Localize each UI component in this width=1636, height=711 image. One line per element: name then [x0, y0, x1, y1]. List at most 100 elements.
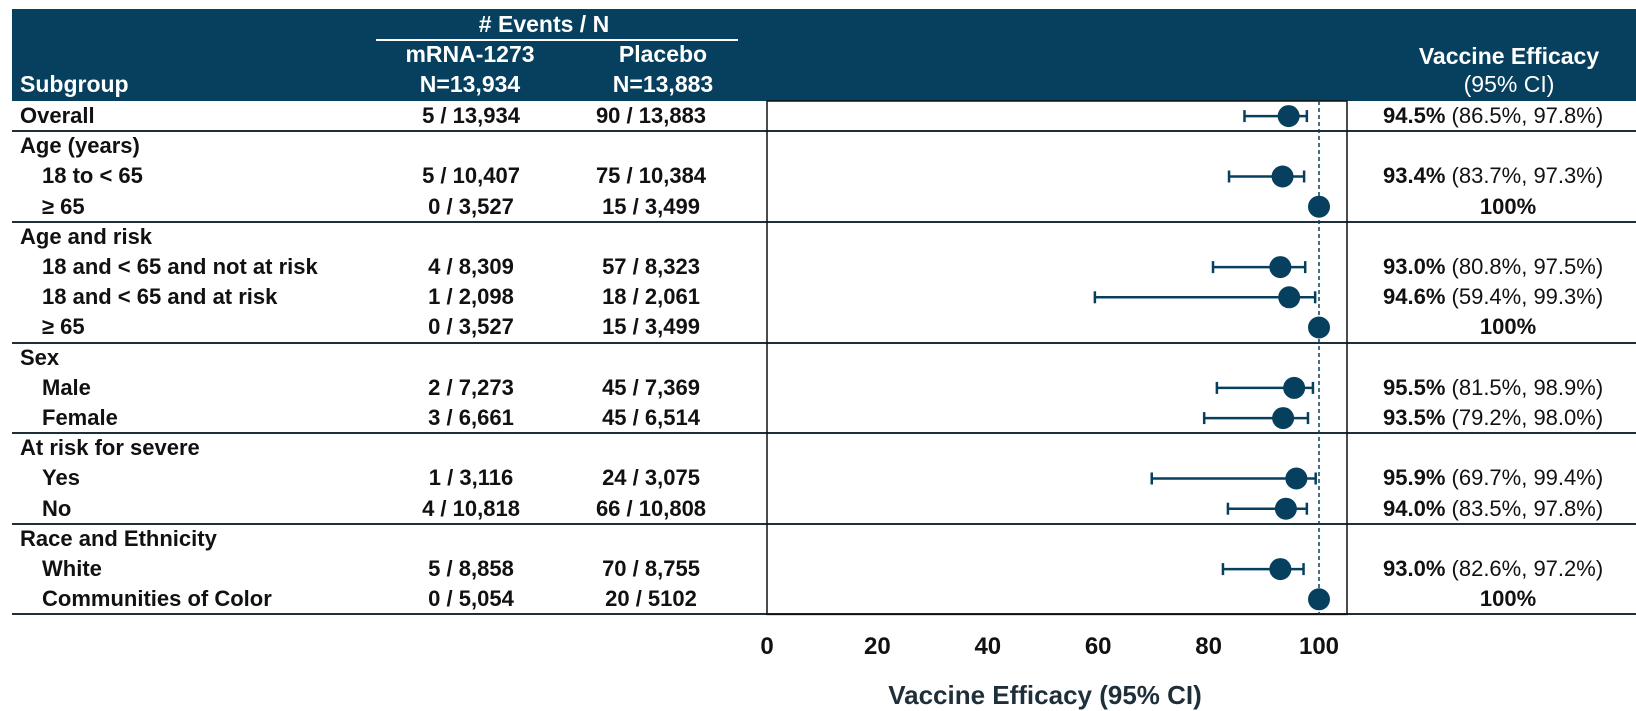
ve-point-text: 100% — [1479, 193, 1537, 219]
placebo-events-cell: 70 / 8,755 — [602, 556, 700, 581]
mrna-events-cell: 5 / 13,934 — [422, 103, 520, 128]
table-row: Female 3 / 6,661 45 / 6,514 93.5% (79.2%, 9… — [0, 403, 1636, 433]
ve-point-text: 94.5% — [1383, 103, 1446, 128]
ve-point-text: 94.0% — [1383, 495, 1446, 521]
ve-value-cell: 94.0% (83.5%, 97.8%) — [1383, 494, 1603, 524]
table-row: Communities of Color 0 / 5,054 20 / 5102 10… — [0, 584, 1636, 614]
mrna-events-cell: 0 / 3,527 — [428, 193, 514, 219]
mrna-events-cell: 0 / 5,054 — [428, 586, 514, 612]
ve-value-cell: 95.5% (81.5%, 98.9%) — [1383, 373, 1603, 403]
table-row: Male 2 / 7,273 45 / 7,369 95.5% (81.5%, 98.… — [0, 373, 1636, 403]
ve-ci-text: (59.4%, 99.3%) — [1451, 284, 1604, 310]
mrna-column-n: N=13,934 — [419, 71, 521, 97]
placebo-events-cell: 90 / 13,883 — [595, 103, 707, 128]
x-tick-label: 0 — [760, 633, 774, 660]
placebo-events-cell: 18 / 2,061 — [602, 284, 700, 310]
ve-point-text: 100% — [1479, 314, 1537, 340]
ve-point-marker — [1271, 165, 1294, 188]
ve-ci-text: (83.7%, 97.3%) — [1451, 163, 1604, 189]
subgroup-label: ≥ 65 — [42, 314, 85, 340]
placebo-events-cell: 15 / 3,499 — [602, 314, 700, 340]
events-title: # Events / N — [478, 11, 610, 37]
subgroup-label: 18 to < 65 — [42, 163, 143, 189]
ve-point-text: 100% — [1479, 586, 1537, 612]
mrna-events-cell: 1 / 2,098 — [428, 284, 514, 310]
table-row: Age (years) — [0, 131, 1636, 161]
group-separator — [12, 432, 1636, 435]
mrna-events-cell: 4 / 10,818 — [422, 495, 520, 521]
subgroup-label: 18 and < 65 and not at risk — [42, 254, 318, 279]
ci-whisker — [1221, 563, 1305, 576]
ve-point-marker — [1308, 588, 1330, 611]
ve-point-text: 93.4% — [1383, 163, 1446, 189]
ve-value-cell: 94.6% (59.4%, 99.3%) — [1383, 282, 1603, 312]
table-row: Sex — [0, 343, 1636, 373]
ve-column-header: Vaccine Efficacy — [1418, 43, 1600, 69]
x-tick-label: 20 — [864, 633, 891, 660]
group-separator — [12, 341, 1636, 344]
subgroup-label: Male — [42, 374, 91, 400]
subgroup-column-header: Subgroup — [20, 71, 129, 97]
ve-point-text: 95.5% — [1383, 374, 1446, 400]
table-row: 18 and < 65 and at risk 1 / 2,098 18 / 2,0… — [0, 282, 1636, 312]
mrna-events-cell: 1 / 3,116 — [428, 465, 514, 491]
ve-value-cell: 100% — [1480, 192, 1536, 222]
ve-point-marker — [1277, 105, 1300, 128]
ve-ci-text: (83.5%, 97.8%) — [1451, 495, 1604, 521]
table-row: No 4 / 10,818 66 / 10,808 94.0% (83.5%, 97.… — [0, 494, 1636, 524]
placebo-events-cell: 45 / 7,369 — [602, 374, 700, 400]
placebo-events-cell: 57 / 8,323 — [602, 254, 700, 279]
ve-column-subheader: (95% CI) — [1463, 71, 1555, 97]
placebo-column-header: Placebo — [618, 41, 708, 67]
ve-ci-text: (86.5%, 97.8%) — [1451, 103, 1604, 128]
plot-frame — [766, 100, 1348, 616]
table-row: Overall 5 / 13,934 90 / 13,883 94.5% (86.5%… — [0, 101, 1636, 131]
mrna-events-cell: 3 / 6,661 — [428, 405, 514, 430]
ve-value-cell: 93.5% (79.2%, 98.0%) — [1383, 403, 1603, 433]
ve-point-text: 93.0% — [1383, 254, 1446, 279]
placebo-events-cell: 20 / 5102 — [605, 586, 697, 612]
ve-point-marker — [1308, 316, 1330, 339]
ve-value-cell: 93.4% (83.7%, 97.3%) — [1383, 161, 1603, 191]
table-row: 18 to < 65 5 / 10,407 75 / 10,384 93.4% (83… — [0, 161, 1636, 191]
subgroup-label: 18 and < 65 and at risk — [42, 284, 278, 310]
placebo-events-cell: 15 / 3,499 — [602, 193, 700, 219]
placebo-events-cell: 75 / 10,384 — [595, 163, 707, 189]
subgroup-label: Female — [42, 405, 118, 430]
ve-point-text: 93.5% — [1383, 405, 1446, 430]
table-header: # Events / N mRNA-1273 N=13,934 Placebo … — [12, 9, 1636, 101]
mrna-events-cell: 5 / 8,858 — [428, 556, 514, 581]
group-label: Age (years) — [20, 133, 140, 159]
ve-point-marker — [1283, 376, 1306, 399]
ve-value-cell: 93.0% (80.8%, 97.5%) — [1383, 252, 1603, 282]
subgroup-label: White — [42, 556, 102, 581]
table-row: Yes 1 / 3,116 24 / 3,075 95.9% (69.7%, 99.4… — [0, 463, 1636, 493]
ve-point-marker — [1269, 256, 1292, 279]
subgroup-label: ≥ 65 — [42, 193, 85, 219]
group-label: Overall — [20, 103, 95, 128]
table-row: White 5 / 8,858 70 / 8,755 93.0% (82.6%, 97… — [0, 554, 1636, 584]
x-axis-label: Vaccine Efficacy (95% CI) — [888, 680, 1202, 710]
ve-value-cell: 100% — [1480, 312, 1536, 342]
x-tick-label: 100 — [1298, 633, 1340, 660]
placebo-events-cell: 24 / 3,075 — [602, 465, 700, 491]
table-row: Age and risk — [0, 222, 1636, 252]
table-row: Race and Ethnicity — [0, 524, 1636, 554]
subgroup-label: No — [42, 495, 72, 521]
ve-ci-text: (80.8%, 97.5%) — [1451, 254, 1604, 279]
mrna-events-cell: 5 / 10,407 — [422, 163, 520, 189]
ve-point-text: 94.6% — [1383, 284, 1446, 310]
ve-ci-text: (81.5%, 98.9%) — [1451, 374, 1604, 400]
group-separator — [12, 522, 1636, 525]
placebo-events-cell: 45 / 6,514 — [602, 405, 700, 430]
ve-point-marker — [1285, 467, 1308, 490]
ve-ci-text: (69.7%, 99.4%) — [1451, 465, 1604, 491]
mrna-events-cell: 0 / 3,527 — [428, 314, 514, 340]
x-tick-label: 40 — [974, 633, 1002, 660]
placebo-events-cell: 66 / 10,808 — [595, 495, 707, 521]
events-title-rule — [376, 39, 738, 41]
group-separator — [12, 130, 1636, 133]
ve-value-cell: 100% — [1480, 584, 1536, 614]
ve-point-marker — [1308, 195, 1330, 218]
